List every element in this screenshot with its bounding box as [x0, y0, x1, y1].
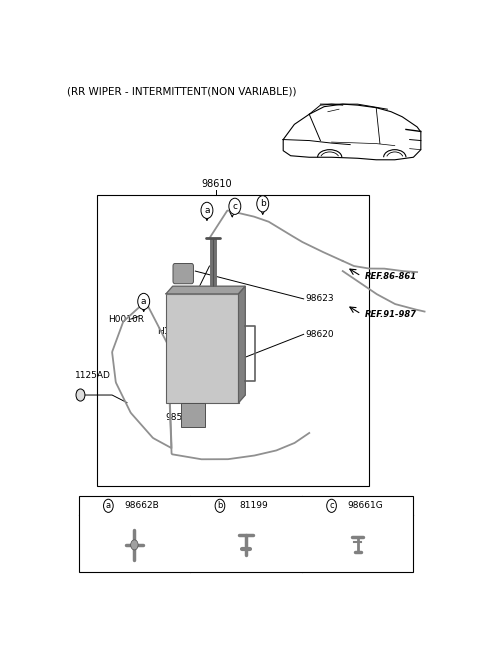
Text: REF.91-987: REF.91-987: [365, 309, 417, 319]
Text: 98623: 98623: [305, 294, 334, 304]
Text: 98610: 98610: [201, 179, 231, 189]
Circle shape: [76, 389, 85, 401]
Text: b: b: [260, 199, 265, 208]
Text: c: c: [329, 501, 334, 510]
Bar: [79, 496, 413, 572]
Text: 81199: 81199: [239, 501, 268, 510]
Bar: [97, 195, 369, 486]
Bar: [180, 403, 204, 427]
FancyBboxPatch shape: [173, 263, 193, 284]
Text: 1125AD: 1125AD: [75, 371, 111, 380]
Text: c: c: [232, 202, 237, 211]
Text: REF.86-861: REF.86-861: [365, 271, 417, 281]
Text: a: a: [204, 206, 210, 215]
Circle shape: [257, 196, 269, 212]
Text: H1220R: H1220R: [156, 327, 192, 336]
Text: 98662B: 98662B: [124, 501, 159, 510]
Circle shape: [201, 202, 213, 219]
Circle shape: [229, 198, 241, 214]
Circle shape: [138, 293, 150, 309]
Circle shape: [215, 499, 225, 512]
Circle shape: [131, 540, 138, 550]
Polygon shape: [239, 286, 245, 403]
Circle shape: [327, 499, 336, 512]
Circle shape: [104, 499, 113, 512]
Bar: [166, 294, 239, 403]
Text: 98620: 98620: [305, 330, 334, 339]
Text: a: a: [106, 501, 111, 510]
Text: b: b: [217, 501, 223, 510]
Text: (RR WIPER - INTERMITTENT(NON VARIABLE)): (RR WIPER - INTERMITTENT(NON VARIABLE)): [67, 87, 297, 97]
Text: 98510A: 98510A: [165, 413, 200, 422]
Text: 98661G: 98661G: [347, 501, 383, 510]
Polygon shape: [166, 286, 245, 294]
Text: H0010R: H0010R: [108, 315, 144, 324]
Text: a: a: [141, 297, 146, 306]
